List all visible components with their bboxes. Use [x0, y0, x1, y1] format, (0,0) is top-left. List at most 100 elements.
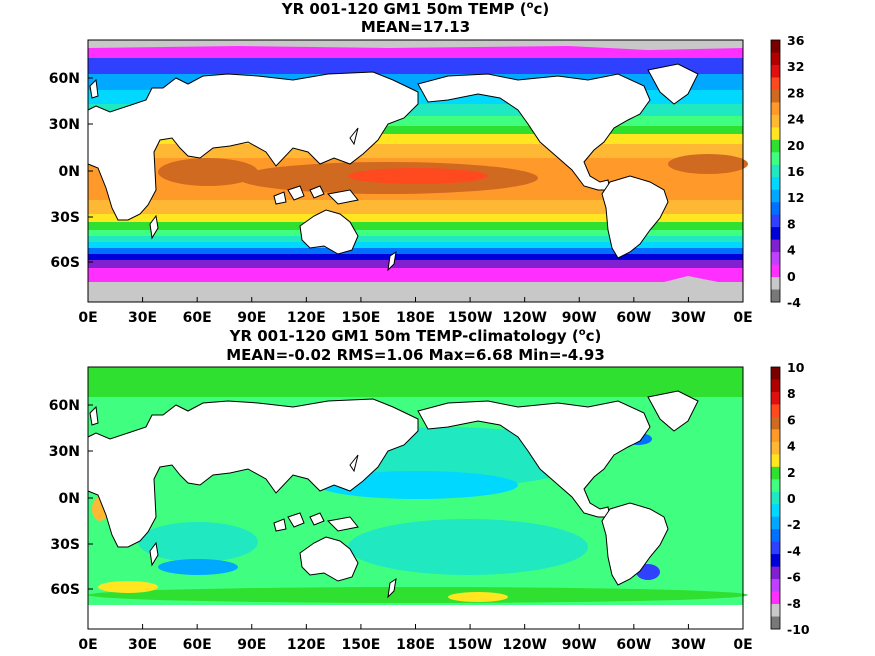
colorbar-swatch — [771, 491, 780, 505]
colorbar-label: 24 — [787, 112, 805, 127]
colorbar-swatch — [771, 454, 780, 468]
colorbar-swatch — [771, 466, 780, 480]
colorbar-swatch — [771, 40, 780, 53]
lon-tick-label: 90W — [562, 637, 597, 653]
colorbar-label: 8 — [787, 386, 796, 401]
colorbar-swatch — [771, 139, 780, 153]
lon-tick-label: 30E — [128, 310, 157, 326]
colorbar-swatch — [771, 529, 780, 543]
lon-tick-label: 0E — [78, 310, 97, 326]
colorbar-swatch — [771, 367, 780, 380]
lon-tick-label: 150E — [342, 637, 381, 653]
lon-tick-label: 30W — [671, 310, 706, 326]
lat-tick-label: 30S — [50, 537, 80, 553]
sst-band-60s — [88, 268, 743, 282]
colorbar-label: -8 — [787, 596, 801, 611]
anom-southern-cold — [158, 559, 238, 575]
colorbar-swatch — [771, 64, 780, 78]
warm-pool-core — [348, 168, 488, 184]
lon-tick-label: 0E — [733, 310, 752, 326]
sst-band-40s — [88, 236, 743, 242]
map1-stats: MEAN=17.13 — [360, 18, 471, 36]
sst-band-35n — [88, 116, 743, 126]
colorbar-swatch — [771, 554, 780, 568]
sea-ice-arctic — [88, 40, 743, 50]
sst-band-30n — [88, 126, 743, 134]
lat-tick-label: 60N — [49, 398, 80, 414]
sst-band-50s — [88, 254, 743, 260]
colorbar-swatch — [771, 102, 780, 116]
colorbar-label: 12 — [787, 190, 804, 205]
lon-tick-label: 60E — [183, 637, 212, 653]
colorbar-swatch — [771, 391, 780, 405]
lat-tick-label: 60S — [50, 255, 80, 271]
map1-plot-area — [87, 39, 748, 303]
colorbar-swatch — [771, 177, 780, 191]
lat-tick-label: 30S — [50, 210, 80, 226]
colorbar-swatch — [771, 227, 780, 241]
anom-southern-warm-band — [88, 587, 748, 603]
colorbar-swatch — [771, 429, 780, 443]
lat-tick-label: 60S — [50, 582, 80, 598]
lon-tick-label: 180E — [396, 310, 435, 326]
lon-tick-label: 60W — [616, 637, 651, 653]
lon-tick-label: 150E — [342, 310, 381, 326]
lat-tick-label: 0N — [59, 164, 80, 180]
lat-tick-label: 0N — [59, 491, 80, 507]
colorbar-frame — [770, 39, 781, 303]
lon-tick-label: 0E — [78, 637, 97, 653]
colorbar-label: -10 — [787, 622, 810, 637]
colorbar-swatch — [771, 604, 780, 618]
colorbar-swatch — [771, 114, 780, 128]
colorbar-swatch — [771, 591, 780, 605]
colorbar-swatch — [771, 504, 780, 518]
lon-tick-label: 120W — [502, 310, 547, 326]
colorbar-swatch — [771, 77, 780, 91]
colorbar-label: 4 — [787, 439, 796, 454]
colorbar-label: 4 — [787, 243, 796, 258]
indian-ocean-warm — [158, 158, 258, 186]
sst-band-60n — [88, 58, 743, 74]
colorbar-swatch — [771, 89, 780, 103]
colorbar-label: 16 — [787, 164, 805, 179]
colorbar-label: -4 — [787, 295, 801, 310]
map2-plot-area — [87, 366, 748, 630]
sst-band-15s — [88, 200, 743, 214]
colorbar-swatch — [771, 264, 780, 278]
colorbar-swatch — [771, 239, 780, 253]
colorbar-swatch — [771, 202, 780, 216]
colorbar-label: -4 — [787, 543, 801, 558]
colorbar-swatch — [771, 214, 780, 228]
colorbar-swatch — [771, 579, 780, 593]
colorbar-label: 28 — [787, 85, 804, 100]
colorbar-swatch — [771, 277, 780, 291]
sst-band-48s — [88, 248, 743, 254]
colorbar-label: 2 — [787, 465, 796, 480]
anom-indian — [138, 522, 258, 562]
colorbar-swatch — [771, 52, 780, 66]
colorbar-swatch — [771, 379, 780, 393]
colorbar-label: 36 — [787, 33, 805, 48]
colorbar-label: -2 — [787, 517, 801, 532]
colorbar-swatch — [771, 616, 780, 630]
sst-band-35s — [88, 230, 743, 236]
lon-tick-label: 90E — [237, 310, 266, 326]
colorbar-swatch — [771, 252, 780, 266]
map2-stats: MEAN=-0.02 RMS=1.06 Max=6.68 Min=-4.93 — [226, 346, 605, 364]
lon-tick-label: 30E — [128, 637, 157, 653]
anom-pacific-s — [348, 519, 588, 575]
sst-band-25s — [88, 214, 743, 222]
lat-tick-label: 30N — [49, 444, 80, 460]
lon-tick-label: 60E — [183, 310, 212, 326]
colorbar-swatch — [771, 441, 780, 455]
colorbar-label: 0 — [787, 269, 796, 284]
lat-tick-label: 30N — [49, 117, 80, 133]
colorbar-swatch — [771, 416, 780, 430]
colorbar-swatch — [771, 479, 780, 493]
colorbar-label: 8 — [787, 216, 796, 231]
map1-title: YR 001-120 GM1 50m TEMP (oc) — [281, 0, 550, 18]
colorbar-label: 10 — [787, 360, 805, 375]
colorbar-label: 6 — [787, 412, 796, 427]
sst-band-25n — [88, 134, 743, 144]
map2-title: YR 001-120 GM1 50m TEMP-climatology (oc) — [229, 327, 602, 345]
